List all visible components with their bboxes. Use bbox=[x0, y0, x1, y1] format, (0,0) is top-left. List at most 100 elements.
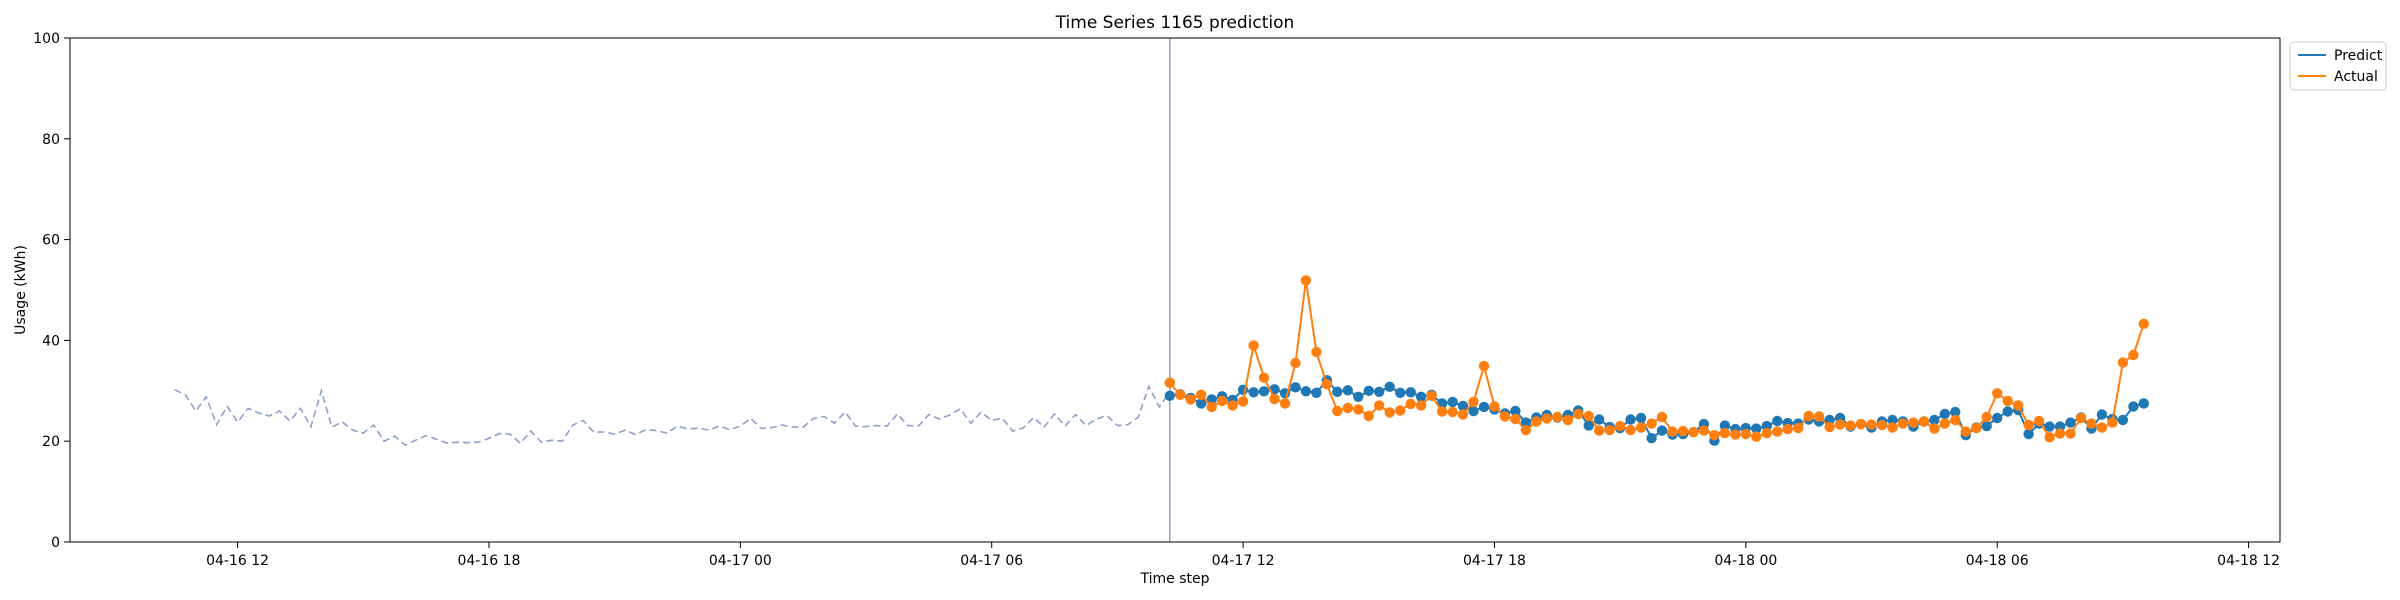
point-actual-93 bbox=[2138, 318, 2149, 329]
point-actual-81 bbox=[2013, 400, 2024, 411]
point-predict-18 bbox=[1353, 391, 1364, 402]
point-predict-33 bbox=[1510, 405, 1521, 417]
point-actual-64 bbox=[1834, 419, 1846, 430]
y-tick-label-0: 0 bbox=[51, 535, 60, 551]
x-tick-label-3: 04-17 06 bbox=[960, 553, 1023, 569]
point-actual-55 bbox=[1740, 428, 1752, 440]
x-tick-label-1: 04-16 18 bbox=[457, 553, 520, 569]
point-actual-44 bbox=[1625, 424, 1636, 436]
point-actual-30 bbox=[1478, 360, 1490, 372]
y-axis: 0 20 40 60 80 100 bbox=[33, 31, 70, 551]
point-actual-20 bbox=[1374, 400, 1385, 411]
point-actual-18 bbox=[1353, 404, 1364, 415]
point-actual-90 bbox=[2107, 417, 2118, 428]
point-actual-56 bbox=[1751, 431, 1762, 442]
y-tick-label-3: 60 bbox=[42, 233, 60, 249]
point-actual-1 bbox=[1175, 389, 1186, 400]
point-predict-34 bbox=[1520, 417, 1532, 428]
legend-label-predict: Predict bbox=[2334, 48, 2383, 64]
point-predict-0 bbox=[1164, 390, 1176, 401]
point-actual-68 bbox=[1876, 419, 1888, 431]
point-actual-51 bbox=[1698, 425, 1710, 436]
series-line-predict bbox=[1169, 378, 2145, 443]
point-actual-27 bbox=[1447, 406, 1458, 418]
point-actual-78 bbox=[1981, 411, 1992, 423]
point-actual-21 bbox=[1384, 407, 1395, 418]
point-actual-80 bbox=[2002, 395, 2013, 407]
point-actual-70 bbox=[1897, 418, 1909, 429]
point-actual-33 bbox=[1510, 413, 1521, 425]
point-actual-7 bbox=[1237, 396, 1249, 407]
point-actual-28 bbox=[1457, 409, 1469, 420]
x-tick-label-7: 04-18 06 bbox=[1966, 553, 2029, 569]
x-tick-label-8: 04-18 12 bbox=[2217, 553, 2280, 569]
point-actual-73 bbox=[1929, 423, 1940, 434]
point-actual-82 bbox=[2023, 419, 2034, 431]
x-axis: 04-16 12 04-16 18 04-17 00 04-17 06 04-17 12… bbox=[206, 542, 2280, 569]
point-actual-69 bbox=[1887, 422, 1898, 433]
point-actual-75 bbox=[1950, 414, 1961, 426]
point-actual-48 bbox=[1667, 426, 1678, 437]
point-actual-77 bbox=[1971, 422, 1982, 434]
point-predict-17 bbox=[1342, 385, 1354, 396]
point-actual-11 bbox=[1279, 398, 1291, 409]
point-actual-32 bbox=[1499, 411, 1511, 422]
point-actual-13 bbox=[1300, 275, 1312, 286]
series-predict bbox=[1164, 375, 2149, 446]
point-actual-72 bbox=[1918, 416, 1930, 427]
x-tick-label-5: 04-17 18 bbox=[1463, 553, 1526, 569]
point-actual-88 bbox=[2086, 418, 2097, 429]
point-actual-86 bbox=[2065, 428, 2076, 439]
point-predict-45 bbox=[1635, 412, 1647, 424]
point-predict-13 bbox=[1300, 386, 1312, 397]
point-actual-23 bbox=[1405, 398, 1416, 410]
point-predict-8 bbox=[1248, 387, 1259, 398]
point-predict-24 bbox=[1415, 391, 1427, 402]
point-actual-46 bbox=[1646, 418, 1657, 429]
point-predict-12 bbox=[1290, 382, 1301, 393]
point-actual-85 bbox=[2054, 428, 2066, 439]
plot-frame bbox=[69, 37, 2281, 543]
point-predict-92 bbox=[2128, 401, 2139, 412]
point-actual-2 bbox=[1185, 394, 1196, 405]
point-predict-74 bbox=[1939, 408, 1951, 420]
legend-label-actual: Actual bbox=[2334, 69, 2378, 85]
point-actual-50 bbox=[1688, 426, 1699, 438]
point-predict-40 bbox=[1583, 420, 1594, 431]
point-actual-71 bbox=[1908, 417, 1919, 428]
point-predict-56 bbox=[1751, 423, 1762, 434]
point-predict-20 bbox=[1374, 386, 1385, 397]
point-predict-79 bbox=[1992, 412, 2003, 424]
point-predict-69 bbox=[1887, 414, 1898, 426]
point-actual-57 bbox=[1761, 427, 1773, 439]
point-actual-62 bbox=[1813, 411, 1825, 422]
point-predict-86 bbox=[2065, 417, 2076, 428]
plot-area bbox=[69, 37, 2281, 543]
point-predict-46 bbox=[1646, 433, 1657, 444]
point-actual-67 bbox=[1866, 419, 1877, 430]
point-predict-58 bbox=[1772, 415, 1783, 427]
point-actual-63 bbox=[1824, 421, 1835, 433]
legend: Predict Actual bbox=[2289, 41, 2387, 91]
point-predict-82 bbox=[2023, 428, 2034, 440]
point-predict-9 bbox=[1258, 386, 1270, 397]
point-predict-28 bbox=[1457, 400, 1469, 412]
point-predict-19 bbox=[1363, 385, 1375, 396]
point-actual-6 bbox=[1227, 400, 1238, 411]
point-actual-66 bbox=[1855, 418, 1867, 430]
point-actual-36 bbox=[1541, 413, 1553, 424]
x-tick-label-6: 04-18 00 bbox=[1714, 553, 1777, 569]
point-predict-4 bbox=[1206, 394, 1217, 405]
point-actual-26 bbox=[1436, 406, 1448, 417]
point-actual-5 bbox=[1216, 395, 1228, 407]
point-predict-91 bbox=[2117, 414, 2129, 426]
point-predict-14 bbox=[1311, 387, 1322, 398]
y-tick-label-4: 80 bbox=[42, 132, 60, 148]
point-predict-41 bbox=[1594, 414, 1605, 425]
point-actual-19 bbox=[1363, 410, 1375, 422]
point-actual-34 bbox=[1520, 424, 1532, 436]
y-axis-label: Usage (kWh) bbox=[13, 245, 29, 335]
point-actual-89 bbox=[2096, 422, 2108, 433]
point-predict-21 bbox=[1384, 381, 1395, 392]
